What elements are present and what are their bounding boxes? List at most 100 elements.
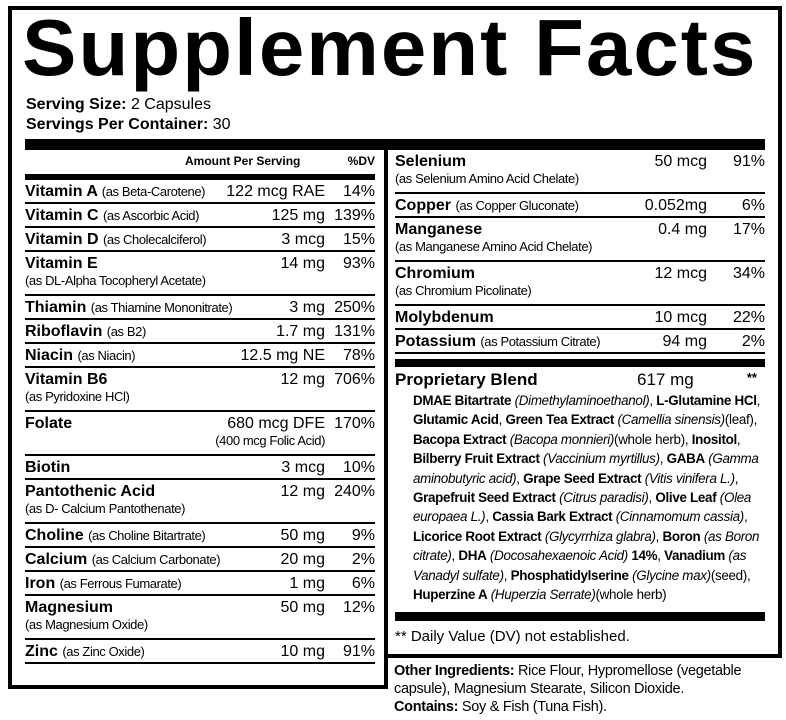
- ingredient-source: (as Vanadyl sulfate): [413, 548, 747, 583]
- nutrient-name-text: Thiamin: [25, 299, 87, 316]
- blend-bottom-bar: [395, 612, 765, 621]
- nutrient-row: Thiamin (as Thiamine Mononitrate) 3 mg 250…: [25, 296, 375, 320]
- amount-header: Amount Per Serving: [185, 154, 301, 168]
- serving-size-value: 2 Capsules: [130, 96, 211, 113]
- nutrient-source: (as D- Calcium Pantothenate): [25, 501, 186, 516]
- nutrient-row: Copper (as Copper Gluconate) 0.052mg 6%: [395, 194, 765, 218]
- ingredient-name: Green Tea Extract: [505, 412, 615, 428]
- nutrient-row: Pantothenic Acid (as D- Calcium Pantothen…: [25, 480, 375, 524]
- nutrient-name-text: Vitamin C: [25, 207, 99, 224]
- nutrient-amount: 1.7 mg: [276, 323, 325, 340]
- nutrient-name-text: Biotin: [25, 459, 71, 476]
- nutrient-source: (as Calcium Carbonate): [91, 552, 221, 567]
- nutrient-name-text: Vitamin A: [25, 183, 98, 200]
- nutrient-dv: 12%: [342, 599, 375, 616]
- nutrient-row: Choline (as Choline Bitartrate) 50 mg 9%: [25, 524, 375, 548]
- frame-bottom-left: [8, 685, 388, 689]
- ingredient-source: (Bacopa monnieri): [509, 431, 615, 447]
- ingredient-source: (Olea europaea L.): [413, 490, 752, 525]
- nutrient-name-text: Magnesium: [25, 599, 114, 616]
- blend-ingredients: DMAE Bitartrate (Dimethylaminoethanol), …: [413, 393, 761, 603]
- nutrient-dv: 131%: [334, 323, 375, 340]
- table-header: Amount Per Serving %DV: [25, 152, 375, 174]
- nutrient-name: Potassium (as Potassium Citrate): [395, 332, 601, 351]
- nutrient-name: Vitamin A (as Beta-Carotene): [25, 182, 206, 201]
- nutrient-dv: 34%: [732, 265, 765, 282]
- nutrient-dv: 6%: [351, 575, 375, 592]
- other-ingredients-text: Rice Flour, Hypromellose (vegetable caps…: [394, 663, 742, 697]
- nutrient-amount: 50 mcg: [654, 153, 707, 170]
- ingredient-source: (Huperzia Serrate): [490, 587, 596, 603]
- ingredient-name: DMAE Bitartrate: [413, 393, 512, 408]
- nutrient-source: (as Beta-Carotene): [101, 184, 206, 199]
- serving-size-label: Serving Size:: [26, 96, 127, 113]
- nutrient-name: Riboflavin (as B2): [25, 322, 146, 341]
- ingredient-part: (whole herb): [595, 587, 667, 603]
- nutrient-amount: 125 mg: [271, 207, 325, 224]
- ingredient-name: Licorice Root Extract: [413, 528, 542, 544]
- nutrient-amount: 14 mg: [280, 255, 325, 272]
- frame-top: [8, 6, 782, 10]
- nutrient-name-text: Calcium: [25, 551, 88, 568]
- nutrient-name-text: Molybdenum: [395, 309, 494, 326]
- nutrient-source: (as Chromium Picolinate): [395, 283, 532, 298]
- nutrient-name: Vitamin C (as Ascorbic Acid): [25, 206, 199, 225]
- nutrient-name: Biotin: [25, 458, 70, 477]
- nutrient-dv: 139%: [334, 207, 375, 224]
- nutrient-name-text: Potassium: [395, 333, 476, 350]
- nutrient-dv: 240%: [334, 483, 375, 500]
- other-ingredients-label: Other Ingredients:: [394, 663, 515, 679]
- ingredient-part: (whole herb): [614, 431, 685, 447]
- column-divider: [384, 149, 388, 689]
- blend-top-bar: [395, 359, 765, 367]
- nutrient-name: Choline (as Choline Bitartrate): [25, 526, 206, 545]
- page-title: Supplement Facts: [22, 3, 758, 92]
- ingredient-part: (leaf): [724, 412, 754, 428]
- frame-left: [8, 6, 12, 689]
- nutrient-name: Vitamin B6: [25, 370, 107, 389]
- nutrient-amount: 0.052mg: [644, 197, 707, 214]
- nutrient-name-text: Iron: [25, 575, 56, 592]
- ingredient-source: (Vaccinium myrtillus): [543, 451, 660, 467]
- nutrient-source: (as Cholecalciferol): [102, 232, 207, 247]
- nutrient-amount: 12 mcg: [654, 265, 707, 282]
- nutrient-dv: 9%: [351, 527, 375, 544]
- nutrient-source: (as Manganese Amino Acid Chelate): [395, 239, 593, 254]
- serving-size: Serving Size: 2 Capsules: [26, 96, 211, 114]
- ingredient-name: Boron: [662, 528, 701, 544]
- nutrient-name-text: Niacin: [25, 347, 74, 364]
- nutrient-name-text: Manganese: [395, 221, 483, 238]
- servings-per-container: Servings Per Container: 30: [26, 116, 231, 134]
- other-ingredients: Other Ingredients: Rice Flour, Hypromell…: [394, 662, 779, 716]
- nutrient-name-text: Chromium: [395, 265, 475, 282]
- left-nutrient-table: Vitamin A (as Beta-Carotene) 122 mcg RAE 1…: [25, 180, 375, 664]
- nutrient-name-text: Copper: [395, 197, 451, 214]
- nutrient-amount: 1 mg: [289, 575, 325, 592]
- ingredient-source: (Cinnamomum cassia): [615, 509, 745, 525]
- nutrient-source: (as Selenium Amino Acid Chelate): [395, 171, 579, 186]
- ingredient-source: (Glycine max): [632, 567, 711, 583]
- nutrient-amount: 10 mg: [280, 643, 325, 660]
- contains-text: Soy & Fish (Tuna Fish).: [458, 699, 607, 715]
- nutrient-source: (as Ferrous Fumarate): [59, 576, 182, 591]
- ingredient-name: Inositol: [691, 431, 738, 447]
- nutrient-row: Zinc (as Zinc Oxide) 10 mg 91%: [25, 640, 375, 664]
- nutrient-source: (as Thiamine Mononitrate): [90, 300, 233, 315]
- ingredient-name: Glutamic Acid: [413, 412, 499, 428]
- nutrient-source: (as Zinc Oxide): [62, 644, 145, 659]
- nutrient-row: Vitamin E (as DL-Alpha Tocopheryl Acetate…: [25, 252, 375, 296]
- nutrient-name-text: Vitamin E: [25, 255, 98, 272]
- ingredient-part: (seed): [710, 567, 747, 583]
- nutrient-dv: 14%: [342, 183, 375, 200]
- ingredient-name: Grape Seed Extract: [523, 470, 642, 486]
- nutrient-row: Vitamin C (as Ascorbic Acid) 125 mg 139%: [25, 204, 375, 228]
- nutrient-row: Riboflavin (as B2) 1.7 mg 131%: [25, 320, 375, 344]
- blend-dv: **: [746, 370, 757, 385]
- nutrient-row: Vitamin D (as Cholecalciferol) 3 mcg 15%: [25, 228, 375, 252]
- nutrient-dv: 17%: [732, 221, 765, 238]
- ingredient-source: (as Boron citrate): [413, 528, 760, 564]
- ingredient-percent: 14%: [631, 548, 658, 564]
- ingredient-name: Olive Leaf: [655, 490, 717, 506]
- nutrient-source: (as Ascorbic Acid): [102, 208, 200, 223]
- nutrient-amount: 122 mcg RAE: [226, 183, 325, 200]
